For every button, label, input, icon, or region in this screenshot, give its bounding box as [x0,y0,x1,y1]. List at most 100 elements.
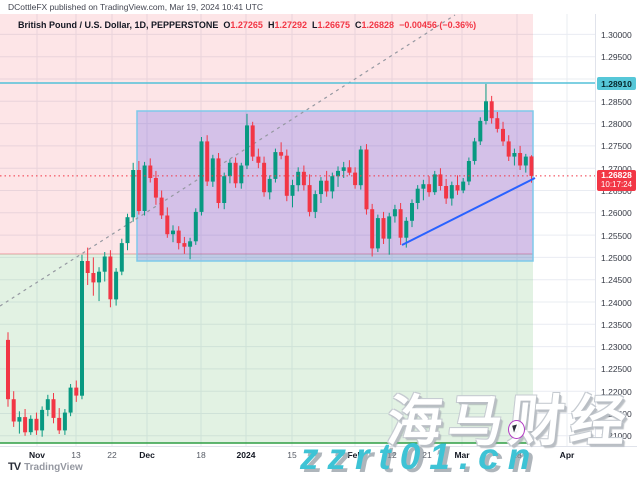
candle [159,197,164,216]
ohlc-label: O [223,20,231,30]
candle [506,141,511,157]
price-tick-label: 1.26000 [601,208,632,219]
tradingview-logo[interactable]: TV TradingView [8,461,83,473]
time-tick-label: 18 [512,450,522,460]
candle [28,418,33,433]
candle [404,220,409,238]
candle [307,185,312,212]
price-tick-label: 1.21000 [601,431,632,442]
tradingview-logo-text: TradingView [24,461,83,473]
candle [370,209,375,249]
price-axis[interactable]: 1.300001.295001.290001.285001.280001.275… [595,14,637,446]
candle [398,209,403,238]
candle [415,188,420,203]
candle [74,387,79,396]
grid-layer [0,14,595,446]
dashed-trendline[interactable] [0,14,456,307]
candle [256,156,261,163]
candle [296,171,301,186]
price-tick-label: 1.26500 [601,186,632,196]
ohlc-value: 1.27265 [230,20,263,30]
time-tick-label: 15 [287,450,297,460]
candle [336,170,340,177]
candle [501,128,505,142]
candle [284,155,289,196]
bullish-zone [0,254,533,443]
price-tick-label: 1.29500 [601,52,632,63]
candle [523,156,528,166]
candle [125,217,130,244]
candle [529,156,534,176]
time-tick-label: 12 [387,450,397,460]
candle [387,216,392,239]
candle [375,218,380,249]
candle [17,417,22,422]
candle [358,149,363,186]
price-tick-label: 1.28000 [601,119,632,130]
price-tick-label: 1.23000 [601,342,632,353]
candle [518,153,523,166]
time-tick-label: 18 [196,450,206,460]
price-tick-label: 1.24000 [601,297,632,308]
candle [11,399,16,422]
drawing-anchor-icon [508,420,525,439]
watermark-url: zzrt01.cn [300,436,540,477]
candle [301,171,306,186]
candle [461,181,466,191]
time-tick-label: 21 [422,450,432,460]
candle [353,172,358,186]
time-axis[interactable]: Nov 13 22 Dec 18 2024 15 Feb 12 21 Mar 18 Apr [0,446,637,463]
candle [34,418,39,431]
candle [222,176,227,203]
candle [108,256,113,300]
candle [97,271,101,283]
price-tick-label: 1.25500 [601,230,632,241]
publish-info: DCottleFX published on TradingView.com, … [8,2,263,12]
candle [131,170,136,218]
tradingview-logo-icon: TV [8,461,21,473]
symbol-ohlc-header[interactable]: British Pound / U.S. Dollar, 1D, PEPPERS… [18,20,476,30]
candle [57,417,62,431]
candle [171,230,175,235]
price-tick-label: 1.28500 [601,96,632,107]
candle [449,185,454,199]
candle [279,152,284,156]
candle [188,241,193,247]
candle [410,203,414,221]
candle [239,165,244,184]
candle [245,125,249,166]
candle [267,178,272,193]
support-trendline[interactable] [401,177,536,246]
time-tick-label: 13 [71,450,81,460]
time-tick-label: 2024 [236,450,256,460]
candle [114,271,119,300]
price-tick-label: 1.30000 [601,29,632,40]
last-price-label: 1.26828 10:17:24 [597,169,636,191]
candle [165,215,170,235]
candle [40,409,45,431]
zones-layer [0,14,534,444]
candle [227,162,232,177]
level-price-label: 1.28910 [597,77,636,90]
candle [153,178,158,198]
ohlc-label: L [311,20,318,30]
ohlc-value: 1.27292 [274,20,307,30]
candle [91,273,96,283]
candle [176,230,181,244]
price-tick-label: 1.27000 [601,163,632,174]
price-tick-label: 1.24500 [601,275,632,286]
candles-layer [6,83,534,437]
bar-countdown: 10:17:24 [600,180,633,190]
candle [68,387,73,413]
candle [23,417,28,433]
candle [495,118,500,129]
candle [478,120,483,142]
candle [182,243,187,247]
candle [85,261,90,273]
candle [45,399,50,410]
candle [199,141,204,212]
change-value: −0.00456 (−0.36%) [399,20,477,30]
price-tick-label: 1.25000 [601,252,632,263]
